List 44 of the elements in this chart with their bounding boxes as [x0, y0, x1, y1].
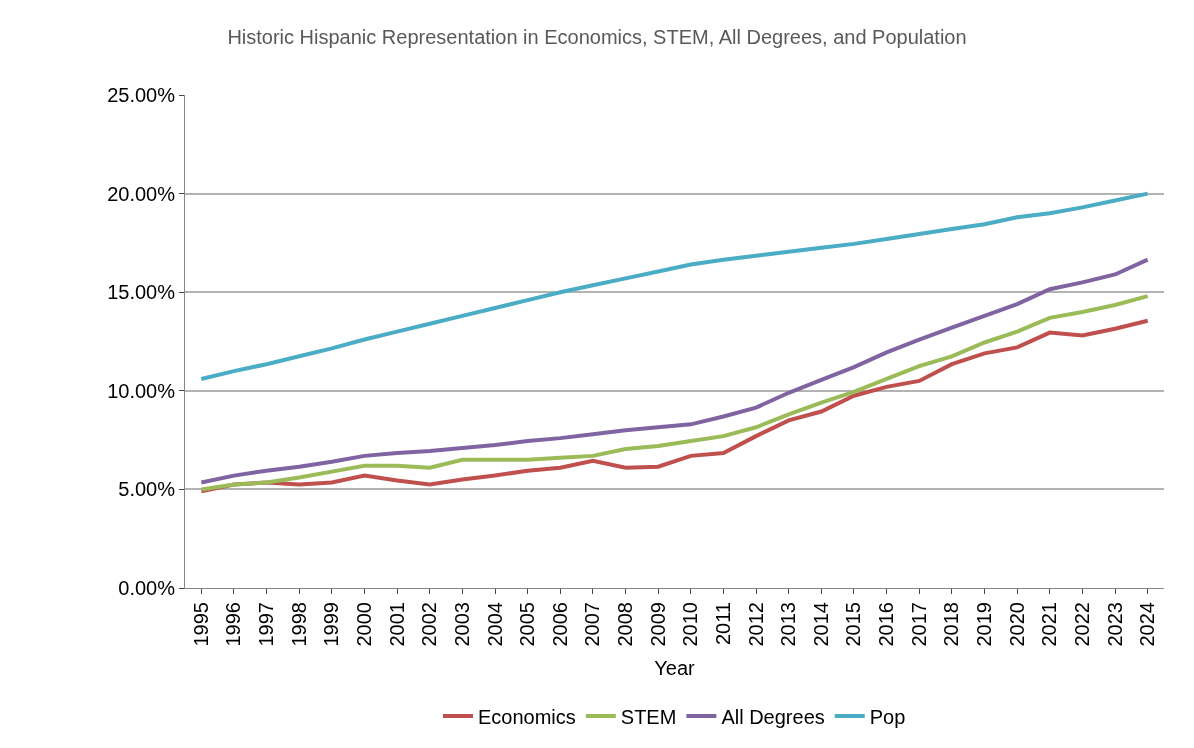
- x-tick-label: 2007: [581, 602, 604, 647]
- legend-label: Economics: [478, 705, 576, 728]
- x-tick-label: 1997: [255, 602, 278, 647]
- y-tick-label: 0.00%: [118, 577, 176, 599]
- x-tick-label: 2008: [614, 602, 637, 647]
- x-tick-label: 2015: [842, 602, 865, 647]
- x-tick-label: 2009: [646, 602, 669, 647]
- x-tick-label: 2001: [385, 602, 408, 647]
- x-tick-label: 2021: [1038, 602, 1061, 647]
- x-axis-title: Year: [654, 657, 696, 679]
- x-tick-label: 2002: [418, 602, 441, 647]
- legend-label: STEM: [620, 705, 677, 728]
- y-tick-label: 15.00%: [107, 281, 176, 304]
- x-tick-label: 2014: [809, 602, 832, 647]
- x-tick-label: 2000: [352, 602, 375, 647]
- x-tick-label: 2003: [450, 602, 473, 647]
- line-series: [199, 257, 1150, 485]
- x-tick-label: 2017: [907, 602, 930, 647]
- x-tick-label: 2016: [875, 602, 898, 647]
- y-tick-label: 10.00%: [107, 379, 176, 402]
- x-tick-label: 1998: [287, 602, 310, 647]
- x-tick-label: 2022: [1070, 602, 1093, 647]
- y-tick-label: 25.00%: [107, 84, 176, 106]
- x-tick-label: 2011: [711, 602, 734, 646]
- x-tick-label: 1995: [189, 602, 212, 647]
- x-tick-label: 2010: [679, 602, 702, 647]
- x-tick-label: 2006: [548, 602, 571, 647]
- x-tick-label: 2013: [777, 602, 800, 647]
- legend-label: All Degrees: [721, 705, 825, 728]
- x-tick-label: 2018: [940, 602, 963, 647]
- chart-title: Historic Hispanic Representation in Economics, STEM, All Degrees, and Population: [227, 25, 967, 48]
- x-tick-label: 1996: [222, 602, 245, 647]
- y-tick-label: 20.00%: [107, 182, 176, 205]
- legend-label: Pop: [869, 705, 906, 728]
- y-tick-label: 5.00%: [118, 478, 176, 501]
- x-tick-label: 1999: [320, 602, 343, 647]
- x-tick-label: 2012: [744, 602, 767, 647]
- x-tick-label: 2004: [483, 602, 506, 647]
- x-tick-label: 2020: [1005, 602, 1028, 647]
- x-tick-label: 2019: [973, 602, 996, 647]
- x-tick-label: 2023: [1103, 602, 1126, 647]
- x-tick-label: 2024: [1136, 602, 1159, 647]
- line-series: [199, 191, 1150, 381]
- x-tick-label: 2005: [516, 602, 539, 647]
